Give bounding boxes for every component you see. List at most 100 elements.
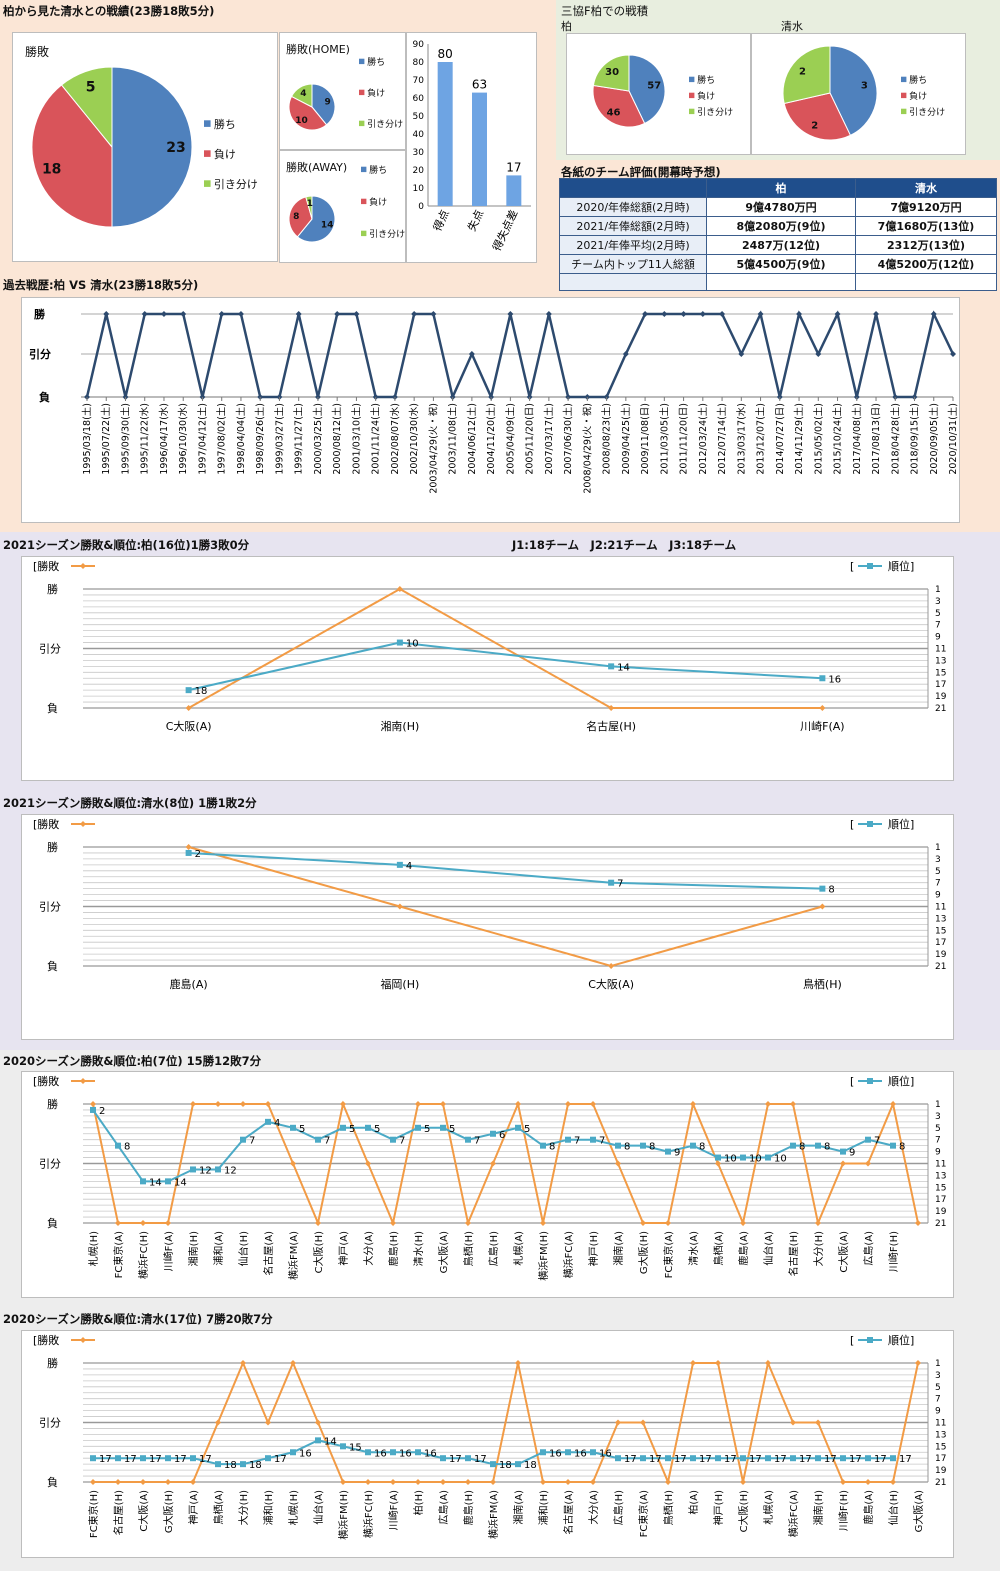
eval-row: チーム内トップ11人総額 5億4500万(9位) 4億5200万(12位) xyxy=(559,254,997,274)
x-tick-label: 大分(H) xyxy=(812,1231,825,1266)
rank-tick-label: 3 xyxy=(935,1112,941,1122)
history-point xyxy=(622,351,629,357)
x-tick-label: 2000/08/12(土) xyxy=(331,403,343,475)
legend-result-marker xyxy=(80,1337,86,1343)
pie-data-label: 14 xyxy=(321,221,334,231)
rank-data-label: 14 xyxy=(174,1177,187,1188)
result-point xyxy=(515,1360,521,1366)
legend-label: 負け xyxy=(369,196,387,208)
rank-point xyxy=(290,1449,296,1456)
rank-point xyxy=(815,1142,821,1149)
x-tick-label: 仙台(A) xyxy=(762,1231,775,1266)
y-tick-label: 10 xyxy=(413,184,425,194)
legend-label: 勝ち xyxy=(909,74,927,86)
rank-data-label: 17 xyxy=(449,1454,462,1465)
result-point xyxy=(715,1360,721,1366)
rank-point xyxy=(590,1449,596,1456)
x-tick-label: 2020/10/31(土) xyxy=(947,403,959,475)
y-tick-label: 60 xyxy=(413,94,425,104)
pie-slice xyxy=(628,54,666,125)
x-tick-label: 2020/09/05(土) xyxy=(928,403,940,475)
rank-point xyxy=(215,1461,221,1468)
pie-slice xyxy=(305,195,313,220)
pie-slice xyxy=(31,84,113,228)
rank-tick-label: 11 xyxy=(935,903,946,913)
y-tick-label: 40 xyxy=(413,130,425,140)
pie-data-label: 23 xyxy=(166,140,185,156)
rank-tick-label: 17 xyxy=(935,938,946,948)
y-tick-label: 70 xyxy=(413,76,425,86)
rank-point xyxy=(590,1136,596,1143)
result-point xyxy=(665,1220,671,1226)
rank-point xyxy=(615,1142,621,1149)
rank-tick-label: 5 xyxy=(935,1383,941,1393)
history-point xyxy=(237,311,244,317)
rank-data-label: 17 xyxy=(124,1454,137,1465)
sankyo-shimizu-label: 清水 xyxy=(781,20,803,33)
rank-data-label: 5 xyxy=(449,1124,455,1135)
history-point xyxy=(680,311,687,317)
legend-label: 引き分け xyxy=(369,229,405,240)
rank-tick-label: 11 xyxy=(935,1419,946,1429)
rank-tick-label: 21 xyxy=(935,962,946,972)
result-point xyxy=(865,1160,871,1167)
legend-rank-label-open: [ xyxy=(850,1075,854,1088)
rank-data-label: 2 xyxy=(195,849,201,860)
rank-data-label: 17 xyxy=(749,1454,762,1465)
bar-data-label: 63 xyxy=(472,78,487,92)
x-tick-label: 川崎F(A) xyxy=(800,719,844,733)
legend-rank-label: 順位] xyxy=(888,559,914,573)
pie-data-label: 1 xyxy=(307,199,313,209)
history-point xyxy=(642,311,649,317)
rank-data-label: 16 xyxy=(424,1448,437,1459)
history-point xyxy=(757,311,764,317)
eval-key xyxy=(559,273,707,291)
y-label-lose: 負 xyxy=(47,960,58,973)
rank-tick-label: 13 xyxy=(935,1430,946,1440)
rank-data-label: 12 xyxy=(199,1165,212,1176)
result-point xyxy=(765,1360,771,1366)
x-tick-label: 大分(A) xyxy=(362,1231,375,1266)
legend-rank-label-open: [ xyxy=(850,1334,854,1347)
result-point xyxy=(185,844,192,850)
rank-point xyxy=(365,1449,371,1456)
rank-point xyxy=(240,1136,246,1143)
x-tick-label: 2011/03/05(土) xyxy=(658,403,670,475)
rank-point xyxy=(515,1124,521,1131)
rank-point xyxy=(265,1118,271,1125)
rank-data-label: 14 xyxy=(617,662,630,673)
rank-series-line xyxy=(188,851,823,890)
x-tick-label: 1998/09/26(土) xyxy=(254,403,266,475)
rank-tick-label: 1 xyxy=(935,1100,941,1110)
rank-point xyxy=(190,1455,196,1462)
s21-kashiwa-title: 2021シーズン勝敗&順位:柏(16位)1勝3敗0分 xyxy=(3,538,250,552)
history-point xyxy=(699,311,706,317)
y-tick-label: 90 xyxy=(413,40,425,50)
x-tick-label: 2015/05/02(土) xyxy=(812,403,824,475)
bar-data-label: 80 xyxy=(438,47,453,61)
x-tick-label: 横浜FM(H) xyxy=(537,1231,550,1281)
x-tick-label: 札幌(A) xyxy=(512,1231,525,1266)
rank-point xyxy=(315,1136,321,1143)
x-tick-label: 2009/11/08(日) xyxy=(640,403,651,475)
y-tick-label: 80 xyxy=(413,58,425,68)
legend-rank-marker xyxy=(867,821,873,827)
s21-shimizu-title: 2021シーズン勝敗&順位:清水(8位) 1勝1敗2分 xyxy=(3,796,257,810)
x-tick-label: 2008/08/23(土) xyxy=(601,403,613,475)
rank-point xyxy=(365,1124,371,1131)
x-tick-label: C大阪(A) xyxy=(166,719,212,733)
result-point xyxy=(590,1101,596,1107)
legend-swatch xyxy=(361,166,367,173)
rank-tick-label: 7 xyxy=(935,1395,941,1405)
s20-kashiwa-title: 2020シーズン勝敗&順位:柏(7位) 15勝12敗7分 xyxy=(3,1054,262,1068)
pie-data-label: 9 xyxy=(324,98,330,108)
result-point xyxy=(396,903,403,910)
rank-tick-label: 7 xyxy=(935,879,941,889)
rank-tick-label: 1 xyxy=(935,843,941,853)
x-tick-label: 2007/06/30(土) xyxy=(562,403,574,475)
history-point xyxy=(468,351,475,357)
x-tick-label: 神戸(A) xyxy=(337,1231,350,1266)
result-point xyxy=(615,1419,621,1426)
rank-data-label: 17 xyxy=(824,1454,837,1465)
eval-value xyxy=(706,273,856,291)
